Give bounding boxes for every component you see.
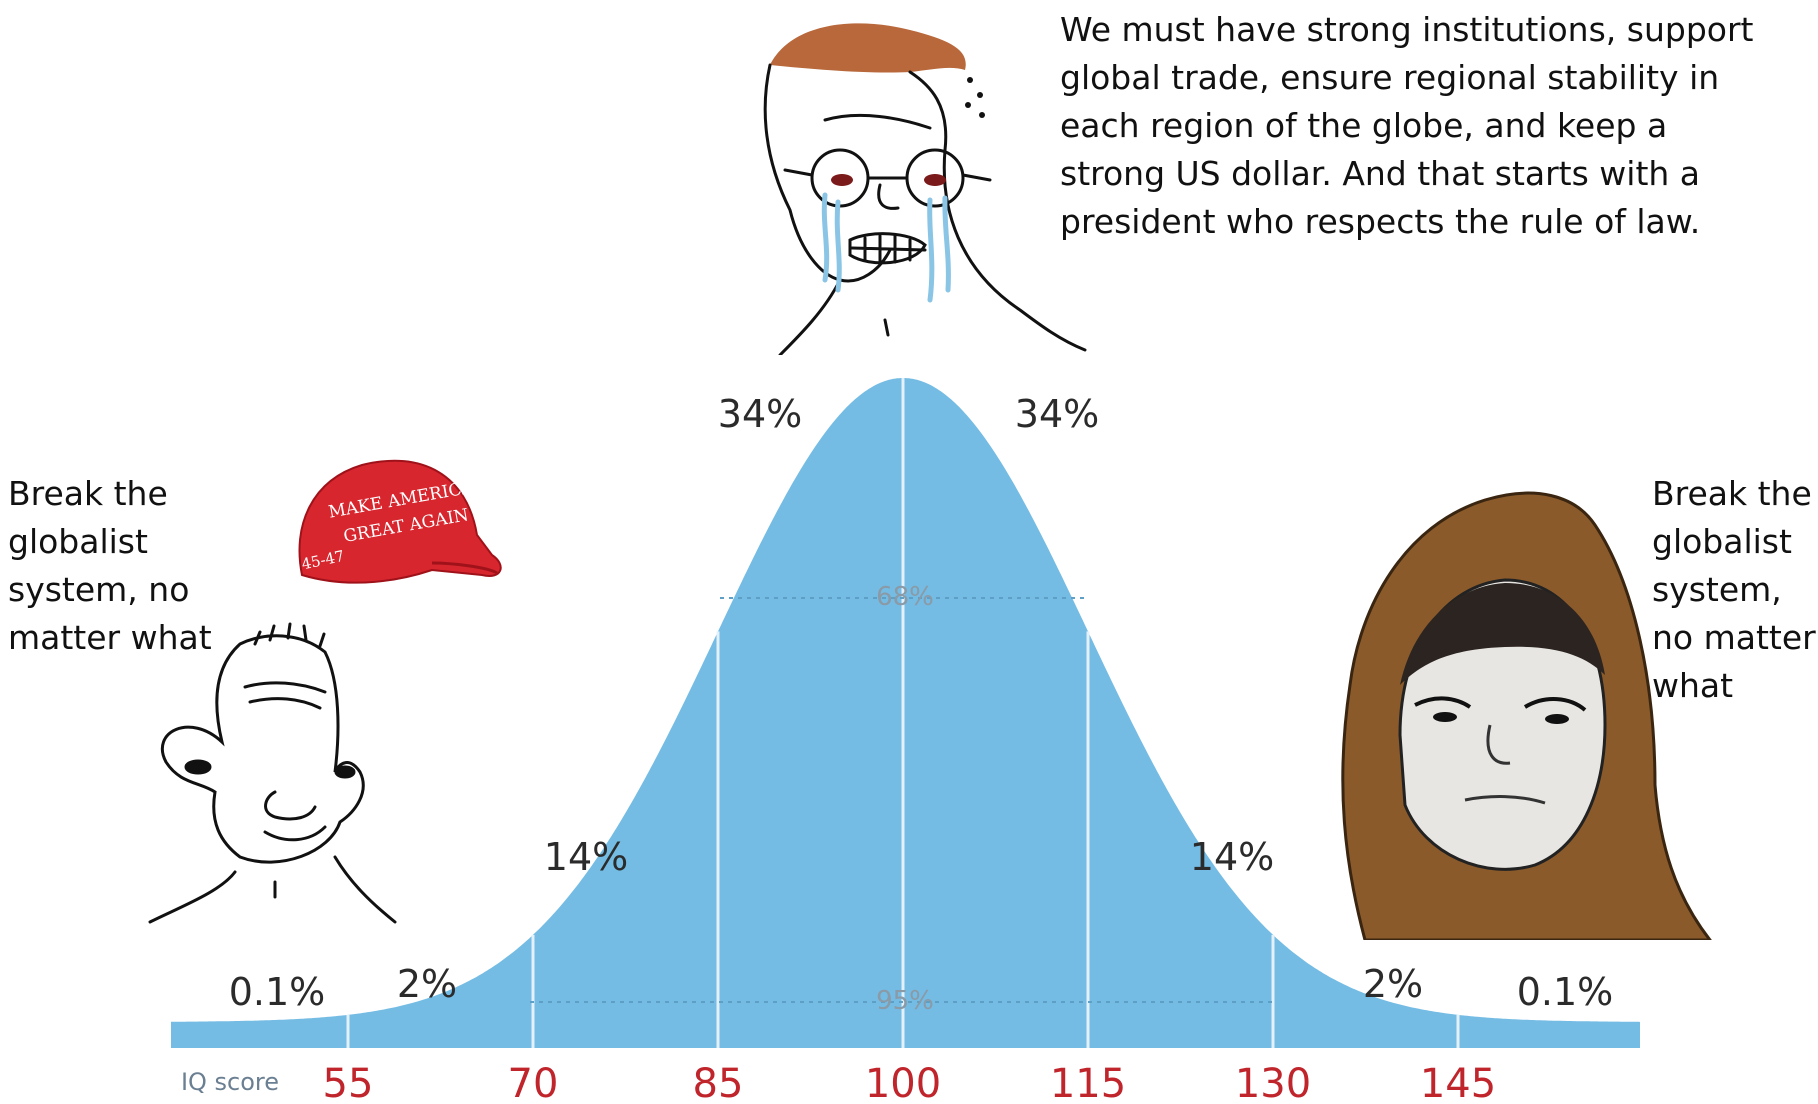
left-speech-text: Break the globalist system, no matter wh…	[8, 470, 238, 662]
axis-title: IQ score	[181, 1068, 279, 1096]
right-speech-line: Break the	[1652, 474, 1812, 513]
left-speech-line: system, no	[8, 570, 190, 609]
pct-left-center: 34%	[718, 392, 802, 436]
x-tick-label: 130	[1235, 1061, 1311, 1104]
x-tick-label: 55	[323, 1061, 374, 1104]
pct-far-right: 0.1%	[1517, 970, 1614, 1014]
x-tick-label: 70	[508, 1061, 559, 1104]
pct-left-mid: 14%	[544, 835, 628, 879]
crying-glasses-wojak-figure	[763, 23, 1087, 355]
top-speech-line: each region of the globe, and keep a	[1060, 106, 1668, 145]
top-speech-line: strong US dollar. And that starts with a	[1060, 154, 1701, 193]
pct-far-left: 0.1%	[229, 970, 326, 1014]
pct-right-tail: 2%	[1363, 962, 1423, 1006]
hooded-wojak-figure	[1341, 491, 1712, 940]
one-sd-label: 68%	[876, 582, 934, 612]
right-speech-line: globalist	[1652, 522, 1792, 561]
x-tick-label: 115	[1050, 1061, 1126, 1104]
red-cap-figure: MAKE AMERICA GREAT AGAIN 45-47	[298, 459, 502, 584]
left-speech-line: globalist	[8, 522, 148, 561]
pct-right-mid: 14%	[1190, 835, 1274, 879]
x-axis-ticks: 55 70 85 100 115 130 145	[323, 1061, 1497, 1104]
curve-area	[171, 378, 1640, 1048]
top-speech-line: president who respects the rule of law.	[1060, 202, 1701, 241]
right-speech-line: no matter	[1652, 618, 1816, 657]
left-speech-line: Break the	[8, 474, 168, 513]
pct-right-center: 34%	[1015, 392, 1099, 436]
top-speech-line: global trade, ensure regional stability …	[1060, 58, 1720, 97]
right-speech-line: system,	[1652, 570, 1782, 609]
two-sd-label: 95%	[876, 986, 934, 1016]
x-tick-label: 145	[1420, 1061, 1496, 1104]
pct-left-tail: 2%	[397, 962, 457, 1006]
right-speech-line: what	[1652, 666, 1734, 705]
x-tick-label: 85	[693, 1061, 744, 1104]
x-tick-label: 100	[865, 1061, 941, 1104]
right-speech-text: Break the globalist system, no matter wh…	[1652, 470, 1818, 710]
sd-dividers	[346, 378, 1460, 1048]
top-speech-line: We must have strong institutions, suppor…	[1060, 10, 1754, 49]
left-speech-line: matter what	[8, 618, 212, 657]
top-speech-text: We must have strong institutions, suppor…	[1060, 6, 1800, 246]
smiling-wojak-figure	[148, 622, 397, 924]
